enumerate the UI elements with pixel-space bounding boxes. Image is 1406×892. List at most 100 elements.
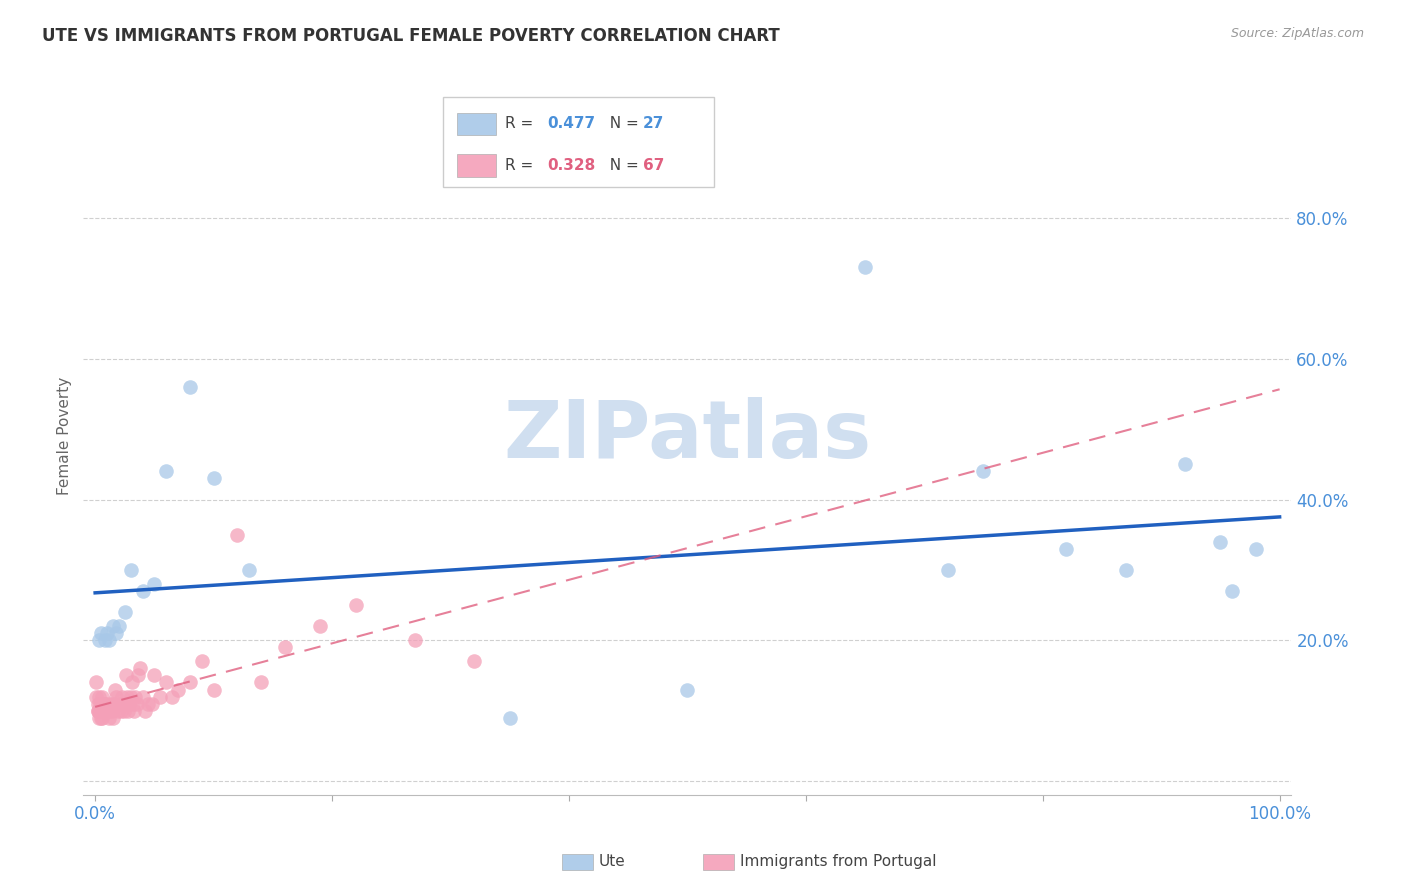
Point xyxy=(86,697,108,711)
Point xyxy=(155,675,177,690)
Point xyxy=(120,690,142,704)
Point xyxy=(160,690,183,704)
Point xyxy=(179,380,201,394)
Point xyxy=(96,697,118,711)
Text: Immigrants from Portugal: Immigrants from Portugal xyxy=(740,855,936,869)
Point xyxy=(115,668,138,682)
Point xyxy=(100,704,122,718)
Point xyxy=(108,697,131,711)
Point xyxy=(118,697,141,711)
Point xyxy=(104,682,127,697)
Text: 67: 67 xyxy=(643,158,664,173)
Point xyxy=(1174,458,1197,472)
Text: Source: ZipAtlas.com: Source: ZipAtlas.com xyxy=(1230,27,1364,40)
Point xyxy=(90,704,112,718)
Point xyxy=(131,690,153,704)
Point xyxy=(86,690,108,704)
Point xyxy=(138,697,160,711)
Point xyxy=(93,697,115,711)
Point xyxy=(101,697,124,711)
Point xyxy=(125,697,148,711)
Text: N =: N = xyxy=(600,116,644,131)
Point xyxy=(87,690,110,704)
Point xyxy=(344,598,367,612)
Point xyxy=(105,626,128,640)
Point xyxy=(105,690,128,704)
Point xyxy=(179,675,201,690)
Point xyxy=(100,697,122,711)
Point xyxy=(250,675,273,690)
Point xyxy=(1054,541,1077,556)
Point xyxy=(129,661,152,675)
Point xyxy=(149,690,172,704)
Point xyxy=(1115,563,1137,577)
Point xyxy=(101,619,124,633)
Point xyxy=(91,690,114,704)
Point xyxy=(98,711,121,725)
Text: N =: N = xyxy=(600,158,644,173)
Y-axis label: Female Poverty: Female Poverty xyxy=(58,377,72,495)
Point xyxy=(98,704,121,718)
Text: Ute: Ute xyxy=(599,855,626,869)
Point xyxy=(86,704,108,718)
Point xyxy=(155,465,177,479)
Point xyxy=(853,260,876,275)
Point xyxy=(89,697,111,711)
Point xyxy=(111,690,134,704)
Text: R =: R = xyxy=(505,116,538,131)
Point xyxy=(114,697,136,711)
Point xyxy=(115,690,138,704)
Point xyxy=(103,697,125,711)
Point xyxy=(87,633,110,648)
Point xyxy=(404,633,426,648)
Point xyxy=(120,563,142,577)
Point xyxy=(114,605,136,619)
Point xyxy=(93,697,115,711)
Point xyxy=(90,626,112,640)
Point xyxy=(112,704,135,718)
Point xyxy=(1209,534,1232,549)
Point xyxy=(96,704,118,718)
Point xyxy=(108,697,131,711)
Point xyxy=(86,704,108,718)
Point xyxy=(936,563,959,577)
Text: ZIPatlas: ZIPatlas xyxy=(503,397,872,475)
Point xyxy=(143,668,166,682)
Point xyxy=(190,654,212,668)
Point xyxy=(96,626,118,640)
Point xyxy=(93,633,115,648)
Point xyxy=(110,704,132,718)
Point xyxy=(98,633,121,648)
Point xyxy=(676,682,699,697)
Point xyxy=(93,704,115,718)
Text: 0.328: 0.328 xyxy=(547,158,595,173)
Point xyxy=(167,682,190,697)
Point xyxy=(1244,541,1267,556)
Point xyxy=(94,704,117,718)
Point xyxy=(87,704,110,718)
Point xyxy=(90,711,112,725)
Point xyxy=(91,711,114,725)
Point xyxy=(124,690,146,704)
Point xyxy=(143,577,166,591)
Point xyxy=(134,704,156,718)
Point xyxy=(121,675,143,690)
Point xyxy=(273,640,295,655)
Point xyxy=(226,527,249,541)
Point xyxy=(107,704,129,718)
Point xyxy=(101,711,124,725)
Text: R =: R = xyxy=(505,158,538,173)
Point xyxy=(86,675,108,690)
Point xyxy=(202,471,225,485)
Point xyxy=(238,563,260,577)
Text: 0.477: 0.477 xyxy=(547,116,595,131)
Point xyxy=(463,654,485,668)
Point xyxy=(117,704,139,718)
Point xyxy=(122,704,145,718)
Text: 27: 27 xyxy=(643,116,664,131)
Point xyxy=(131,584,153,599)
Point xyxy=(499,711,522,725)
Point xyxy=(202,682,225,697)
Point xyxy=(122,697,145,711)
Point xyxy=(89,704,111,718)
